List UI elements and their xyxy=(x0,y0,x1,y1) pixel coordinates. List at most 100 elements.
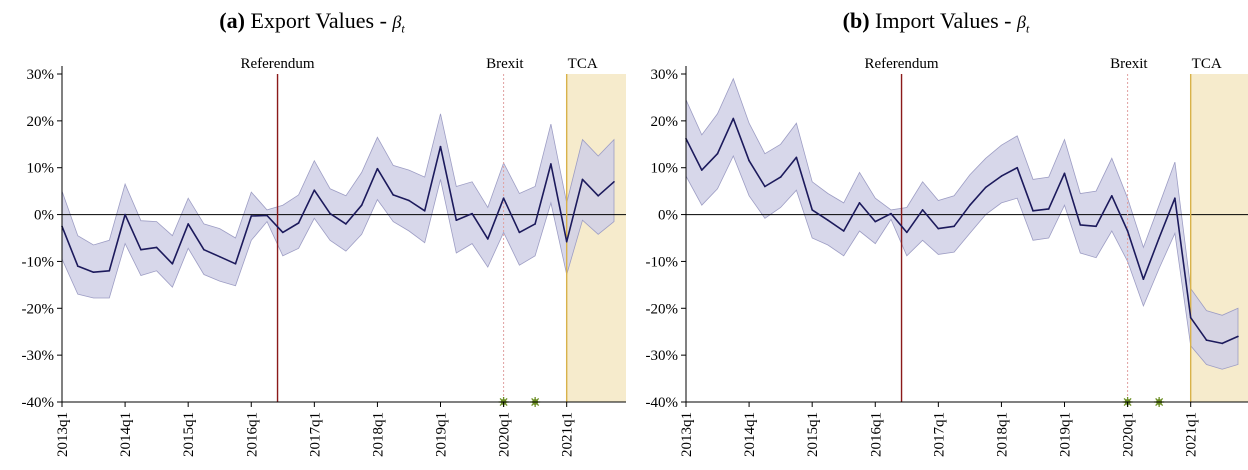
data-point xyxy=(76,265,79,267)
data-point xyxy=(581,178,584,181)
y-tick-label: -10% xyxy=(646,254,679,270)
data-point xyxy=(984,186,987,189)
data-point xyxy=(108,270,111,272)
data-point xyxy=(700,169,703,171)
data-point xyxy=(1158,237,1160,239)
referendum-label: Referendum xyxy=(864,56,938,72)
data-point xyxy=(890,212,892,215)
data-point xyxy=(842,230,845,232)
event-marker xyxy=(1154,397,1165,407)
series-line xyxy=(685,117,1239,345)
x-tick-label: 2019q1 xyxy=(1058,412,1074,457)
brexit-label: Brexit xyxy=(1110,56,1148,72)
y-tick-label: -40% xyxy=(22,395,55,411)
event-marker xyxy=(530,397,541,407)
data-point xyxy=(613,180,615,183)
data-point xyxy=(1174,197,1176,199)
x-tick-label: 2015q1 xyxy=(181,412,197,457)
data-point xyxy=(1000,175,1003,177)
data-point xyxy=(313,189,316,192)
y-tick-label: -30% xyxy=(646,348,679,364)
data-point xyxy=(827,219,829,221)
x-tick-label: 2015q1 xyxy=(805,412,821,457)
data-point xyxy=(1047,208,1050,210)
data-point xyxy=(550,163,552,165)
data-point xyxy=(455,219,458,221)
data-point xyxy=(471,212,473,215)
data-point xyxy=(408,199,410,202)
y-tick-label: -40% xyxy=(646,395,679,411)
data-point xyxy=(1032,210,1034,212)
y-tick-label: 10% xyxy=(27,161,55,177)
data-point xyxy=(345,223,347,225)
x-tick-label: 2017q1 xyxy=(931,412,947,457)
referendum-label: Referendum xyxy=(240,56,314,72)
data-point xyxy=(234,262,237,265)
data-point xyxy=(203,248,205,251)
data-point xyxy=(1237,335,1239,338)
panel-tag: (a) xyxy=(219,8,245,33)
data-point xyxy=(487,238,489,240)
panel-title: (b) Import Values - βt xyxy=(624,8,1248,37)
data-point xyxy=(779,176,782,178)
x-tick-label: 2020q1 xyxy=(1121,412,1137,457)
data-point xyxy=(716,152,719,155)
data-point xyxy=(565,240,568,243)
data-point xyxy=(921,209,924,211)
data-point xyxy=(171,262,174,265)
x-tick-label: 2014q1 xyxy=(742,412,758,457)
event-marker-ray xyxy=(1158,398,1164,403)
data-point xyxy=(140,248,142,251)
panel-title: (a) Export Values - βt xyxy=(0,8,624,37)
data-point xyxy=(1189,316,1192,319)
data-point xyxy=(1016,166,1018,169)
y-tick-label: -20% xyxy=(646,301,679,317)
data-point xyxy=(953,225,955,228)
x-tick-label: 2020q1 xyxy=(497,412,513,457)
event-marker-ray xyxy=(1127,398,1132,403)
series-line xyxy=(61,145,615,273)
confidence-band xyxy=(685,77,1239,370)
data-point xyxy=(266,214,268,217)
data-point xyxy=(518,231,521,234)
data-point xyxy=(764,185,766,188)
data-point xyxy=(969,204,971,206)
data-point xyxy=(732,117,735,120)
y-tick-label: -10% xyxy=(22,254,55,270)
data-point xyxy=(597,195,600,197)
panel-title-text: Import Values - xyxy=(875,8,1018,33)
tca-label: TCA xyxy=(1192,56,1222,72)
x-tick-label: 2017q1 xyxy=(307,412,323,457)
data-point xyxy=(250,215,253,217)
data-point xyxy=(534,223,536,225)
data-point xyxy=(282,231,284,234)
confidence-band xyxy=(61,113,615,299)
data-point xyxy=(439,145,442,148)
panel-import-values: (b) Import Values - βt Referendum Brexit T… xyxy=(624,0,1248,470)
data-point xyxy=(502,197,505,199)
data-point xyxy=(218,255,221,258)
data-point xyxy=(811,209,813,211)
y-tick-label: 30% xyxy=(651,67,679,83)
data-point xyxy=(423,210,426,212)
y-tick-label: 0% xyxy=(658,208,678,224)
y-tick-label: -30% xyxy=(22,348,55,364)
x-tick-label: 2019q1 xyxy=(434,412,450,457)
beta-symbol: βt xyxy=(1017,12,1030,36)
x-tick-label: 2016q1 xyxy=(868,412,884,457)
data-point xyxy=(1063,172,1066,175)
x-tick-label: 2021q1 xyxy=(1184,412,1200,457)
data-point xyxy=(392,194,395,196)
data-point xyxy=(1095,225,1097,228)
x-tick-label: 2016q1 xyxy=(244,412,260,457)
y-tick-label: -20% xyxy=(22,301,55,317)
x-tick-label: 2013q1 xyxy=(55,412,71,457)
data-point xyxy=(155,246,158,249)
panel-title-text: Export Values - xyxy=(250,8,393,33)
data-point xyxy=(748,159,750,162)
data-point xyxy=(329,212,331,215)
data-point xyxy=(1079,224,1082,226)
data-point xyxy=(1142,278,1145,281)
data-point xyxy=(1126,230,1129,232)
event-marker-ray xyxy=(503,398,508,403)
